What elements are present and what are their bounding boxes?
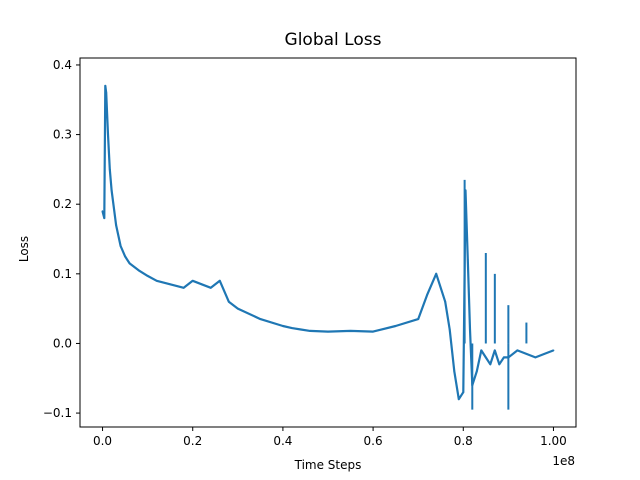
series-point	[103, 217, 106, 220]
x-tick-label: 0.8	[454, 434, 473, 448]
series-point	[124, 255, 126, 258]
series-line-0	[101, 84, 554, 401]
y-tick-label: −0.1	[43, 406, 72, 420]
series-point	[394, 325, 397, 327]
series-point	[101, 210, 104, 213]
plot-area	[101, 84, 555, 410]
x-axis: 0.0 0.2 0.4 0.6 0.8 1.00	[93, 427, 567, 448]
y-axis: −0.1 0.0 0.1 0.2 0.3 0.4	[43, 58, 80, 420]
series-point	[236, 307, 239, 310]
series-point	[309, 330, 311, 332]
series-point	[200, 283, 203, 286]
series-point	[349, 330, 352, 332]
series-point	[484, 356, 487, 359]
series-point	[372, 330, 374, 333]
series-point	[448, 328, 451, 331]
series-point	[457, 398, 460, 401]
series-point	[480, 349, 483, 352]
y-axis-label: Loss	[17, 236, 31, 262]
series-point	[516, 349, 519, 352]
y-tick-label: 0.0	[53, 336, 72, 350]
series-point	[137, 269, 140, 272]
series-point	[498, 363, 501, 366]
series-point	[107, 133, 109, 136]
series-point	[462, 391, 465, 394]
series-point	[444, 300, 447, 303]
y-tick-label: 0.1	[53, 267, 72, 281]
series-point	[327, 330, 329, 333]
series-point	[105, 91, 108, 94]
chart-title: Global Loss	[285, 30, 382, 50]
series-point	[218, 279, 221, 282]
series-point	[146, 275, 149, 277]
series-point	[282, 325, 284, 327]
series-point	[552, 349, 555, 352]
series-point	[426, 293, 429, 296]
series-point	[227, 300, 230, 303]
series-point	[503, 356, 505, 359]
x-tick-label: 0.2	[183, 434, 202, 448]
series-point	[489, 363, 492, 366]
x-tick-label: 0.0	[93, 434, 112, 448]
x-tick-label: 0.4	[273, 434, 292, 448]
series-point	[453, 370, 456, 373]
series-point	[475, 370, 478, 373]
series-point	[119, 245, 122, 247]
series-point	[291, 327, 293, 329]
y-tick-label: 0.4	[53, 58, 72, 72]
series-point	[191, 279, 194, 282]
x-axis-label: Time Steps	[294, 458, 362, 472]
series-point	[108, 168, 111, 171]
series-point	[104, 84, 107, 87]
series-point	[469, 328, 471, 331]
series-point	[182, 286, 185, 289]
series-point	[155, 279, 158, 282]
series-point	[493, 349, 496, 352]
series-point	[209, 286, 212, 289]
series-point	[115, 224, 117, 227]
series-point	[259, 318, 262, 320]
series-point	[534, 356, 537, 359]
series-point	[128, 262, 131, 265]
x-tick-label: 0.6	[364, 434, 383, 448]
x-axis-offset-label: 1e8	[552, 454, 575, 468]
y-tick-label: 0.2	[53, 197, 72, 211]
y-tick-label: 0.3	[53, 128, 72, 142]
x-tick-label: 1.00	[540, 434, 567, 448]
series-point	[543, 353, 546, 355]
series-point	[417, 318, 420, 320]
series-point	[169, 283, 172, 286]
axes-frame	[79, 57, 577, 428]
series-point	[525, 353, 528, 355]
series-point	[110, 189, 113, 192]
series-point	[435, 272, 438, 275]
series-point	[466, 259, 469, 261]
series-point	[300, 328, 302, 331]
